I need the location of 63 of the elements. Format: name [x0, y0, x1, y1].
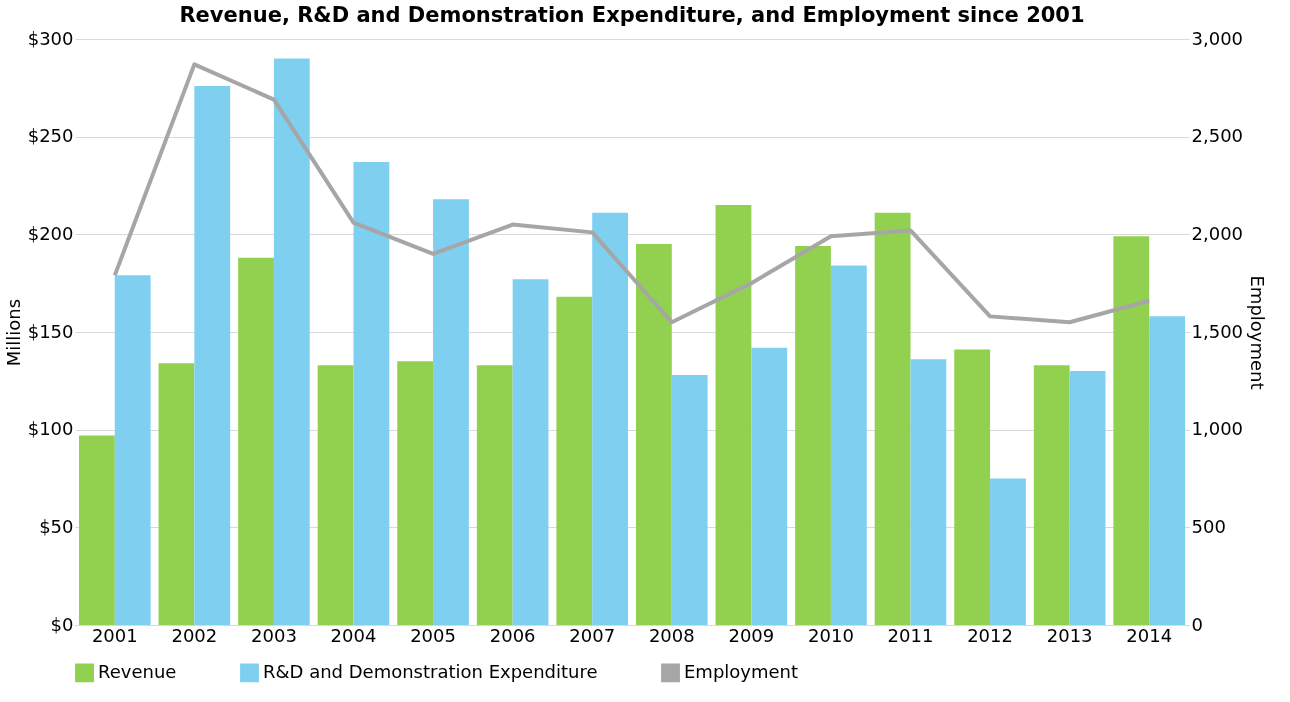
bar [158, 363, 195, 625]
bar [751, 347, 788, 625]
y2-tick-label: 1,000 [1191, 418, 1244, 440]
bar [238, 257, 274, 625]
bar [874, 212, 911, 625]
bar [317, 365, 354, 625]
bar [830, 265, 867, 625]
bar [512, 279, 549, 625]
bar [78, 435, 115, 625]
bar [671, 374, 708, 625]
bar [910, 359, 947, 625]
y2-tick-label: 2,000 [1191, 222, 1244, 244]
bar [715, 205, 752, 625]
bar [1033, 365, 1070, 625]
x-tick-label: 2012 [967, 624, 1013, 646]
bar [1149, 316, 1186, 625]
y2-tick-label: 2,500 [1191, 125, 1244, 147]
x-tick-label: 2005 [410, 624, 456, 646]
x-tick-label: 2014 [1126, 624, 1173, 646]
y-tick-label: $0 [50, 613, 74, 635]
x-tick-label: 2004 [330, 624, 377, 646]
x-tick-label: 2010 [808, 624, 854, 646]
bar [990, 478, 1026, 625]
x-tick-label: 2009 [728, 624, 775, 646]
x-tick-label: 2006 [489, 624, 536, 646]
x-tick-label: 2001 [91, 624, 138, 646]
x-tick-label: 2007 [569, 624, 616, 646]
y-tick-label: $50 [39, 515, 74, 537]
y2-tick-label: 1,500 [1191, 320, 1244, 342]
y-axis-title: Millions [2, 298, 24, 367]
bar [592, 212, 629, 625]
y-tick-label: $200 [27, 222, 74, 244]
y-tick-label: $150 [27, 320, 74, 342]
bar [273, 58, 310, 625]
legend-label: R&D and Demonstration Expenditure [263, 660, 598, 682]
bar [954, 349, 991, 625]
x-tick-label: 2002 [171, 624, 218, 646]
line-series [112, 62, 1152, 325]
bar [556, 296, 593, 625]
chart-title: Revenue, R&D and Demonstration Expenditure, and Employment since 2001 [179, 3, 1085, 27]
bar [1069, 371, 1106, 625]
bar [397, 361, 434, 625]
bar [1113, 236, 1150, 625]
legend-label: Revenue [98, 660, 177, 682]
x-tick-label: 2003 [251, 624, 297, 646]
y2-tick-label: 0 [1191, 613, 1203, 635]
bar [635, 244, 672, 625]
x-tick-label: 2013 [1046, 624, 1093, 646]
y-tick-label: $250 [27, 125, 74, 147]
bar [114, 275, 151, 625]
y2-tick-label: 3,000 [1191, 27, 1244, 49]
y-tick-label: $300 [27, 27, 74, 49]
bar [795, 246, 831, 625]
bar [476, 365, 513, 625]
legend-label: Employment [684, 660, 799, 682]
x-tick-label: 2011 [887, 624, 934, 646]
y-tick-label: $100 [27, 418, 74, 440]
y2-axis-title: Employment [1247, 275, 1269, 390]
bar [194, 85, 231, 625]
bar [353, 162, 390, 625]
x-tick-label: 2008 [648, 624, 695, 646]
bar [433, 199, 469, 625]
y2-tick-label: 500 [1191, 515, 1226, 537]
